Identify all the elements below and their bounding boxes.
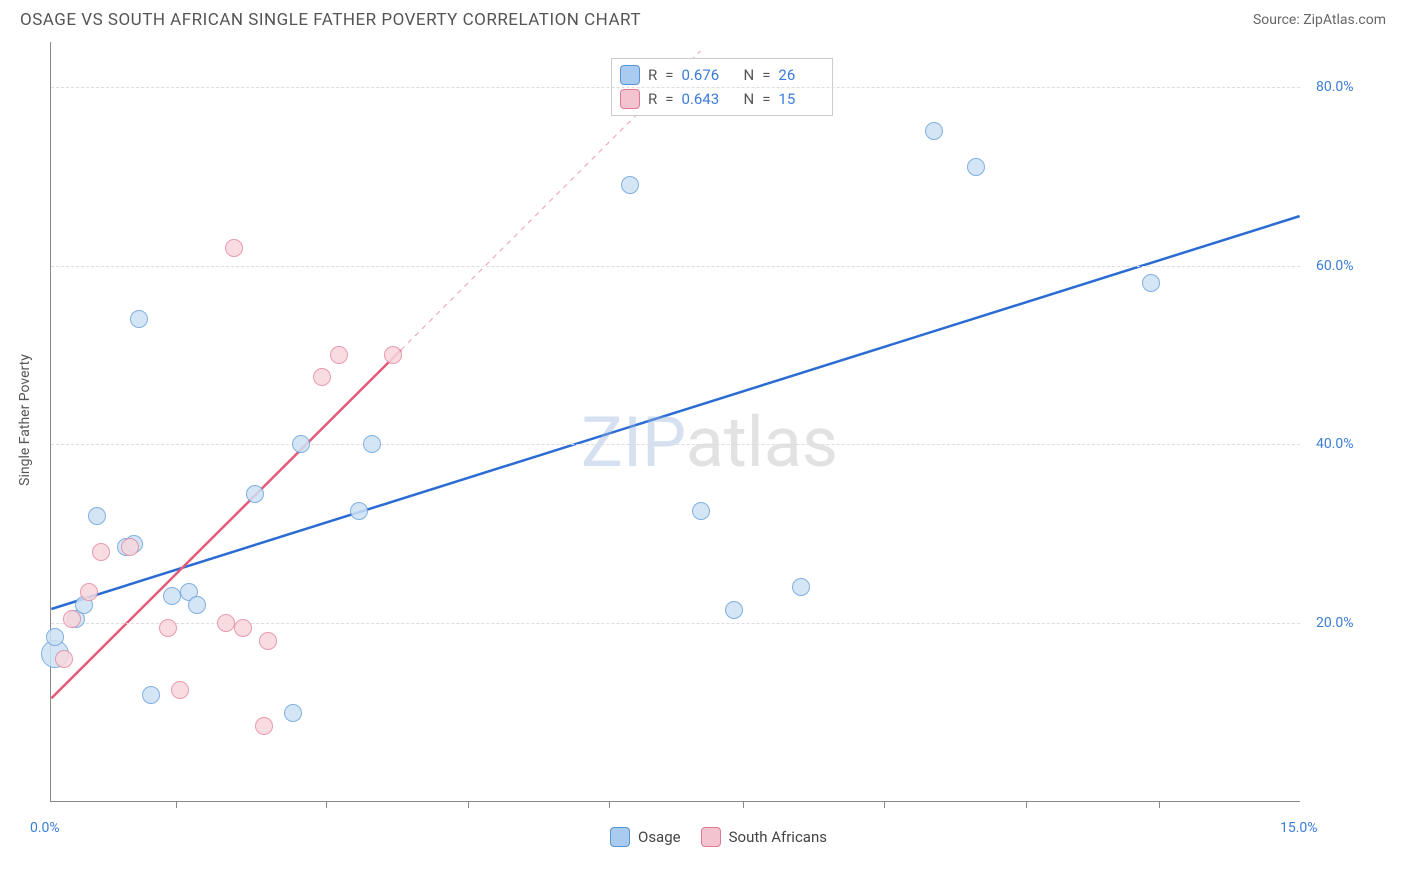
- legend-label: Osage: [638, 828, 681, 846]
- data-point: [384, 346, 402, 364]
- chart-title: OSAGE VS SOUTH AFRICAN SINGLE FATHER POV…: [20, 10, 641, 30]
- equals-sign: =: [665, 66, 673, 84]
- x-tick: [743, 801, 744, 808]
- stat-r-label: R: [648, 66, 657, 84]
- x-tick: [884, 801, 885, 808]
- data-point: [171, 681, 189, 699]
- data-point: [92, 543, 110, 561]
- trendline: [51, 350, 401, 698]
- y-tick-label: 40.0%: [1316, 436, 1354, 452]
- data-point: [46, 628, 64, 646]
- scatter-plot: ZIPatlas R=0.676N=26R=0.643N=15 20.0%40.…: [50, 42, 1300, 802]
- data-point: [621, 176, 639, 194]
- chart-header: OSAGE VS SOUTH AFRICAN SINGLE FATHER POV…: [0, 0, 1406, 30]
- equals-sign: =: [762, 66, 770, 84]
- stat-n-value: 15: [778, 90, 824, 108]
- data-point: [792, 578, 810, 596]
- data-point: [246, 485, 264, 503]
- equals-sign: =: [762, 90, 770, 108]
- stat-r-label: R: [648, 90, 657, 108]
- data-point: [188, 596, 206, 614]
- stat-n-label: N: [743, 90, 754, 108]
- x-tick: [609, 801, 610, 808]
- watermark-zip: ZIP: [581, 402, 686, 484]
- stat-r-value: 0.643: [681, 90, 727, 108]
- data-point: [284, 704, 302, 722]
- source-label: Source:: [1253, 12, 1303, 28]
- trendlines-svg: [51, 42, 1300, 801]
- series-swatch: [620, 65, 640, 85]
- legend-label: South Africans: [729, 828, 827, 846]
- data-point: [313, 368, 331, 386]
- data-point: [80, 583, 98, 601]
- data-point: [725, 601, 743, 619]
- x-tick: [1026, 801, 1027, 808]
- x-tick: [468, 801, 469, 808]
- data-point: [163, 587, 181, 605]
- equals-sign: =: [665, 90, 673, 108]
- x-tick: [1159, 801, 1160, 808]
- stats-row: R = 0.643 N = 15: [620, 87, 824, 111]
- data-point: [225, 239, 243, 257]
- watermark-atlas: atlas: [686, 402, 838, 484]
- x-tick: [176, 801, 177, 808]
- gridline-h: [51, 87, 1300, 88]
- series-swatch: [620, 89, 640, 109]
- watermark: ZIPatlas: [581, 402, 838, 484]
- source-name: ZipAtlas.com: [1303, 12, 1386, 28]
- data-point: [142, 686, 160, 704]
- y-tick-label: 20.0%: [1316, 615, 1354, 631]
- data-point: [330, 346, 348, 364]
- series-swatch: [701, 827, 721, 847]
- data-point: [234, 619, 252, 637]
- data-point: [363, 435, 381, 453]
- x-axis-origin-label: 0.0%: [30, 820, 60, 836]
- y-tick-label: 60.0%: [1316, 258, 1354, 274]
- x-tick: [326, 801, 327, 808]
- y-axis-label: Single Father Poverty: [17, 354, 33, 486]
- data-point: [217, 614, 235, 632]
- chart-source: Source: ZipAtlas.com: [1253, 12, 1386, 28]
- data-point: [130, 310, 148, 328]
- data-point: [925, 122, 943, 140]
- data-point: [159, 619, 177, 637]
- gridline-h: [51, 266, 1300, 267]
- gridline-h: [51, 444, 1300, 445]
- stat-n-value: 26: [778, 66, 824, 84]
- x-axis-max-label: 15.0%: [1280, 820, 1318, 836]
- stats-row: R = 0.676 N = 26: [620, 63, 824, 87]
- data-point: [255, 717, 273, 735]
- data-point: [692, 502, 710, 520]
- stat-n-label: N: [743, 66, 754, 84]
- data-point: [967, 158, 985, 176]
- trendline: [51, 216, 1299, 609]
- data-point: [55, 650, 73, 668]
- y-tick-label: 80.0%: [1316, 79, 1354, 95]
- data-point: [1142, 274, 1160, 292]
- data-point: [88, 507, 106, 525]
- stat-r-value: 0.676: [681, 66, 727, 84]
- data-point: [259, 632, 277, 650]
- data-point: [63, 610, 81, 628]
- series-legend: Osage South Africans: [610, 827, 827, 847]
- data-point: [121, 538, 139, 556]
- data-point: [350, 502, 368, 520]
- legend-item: South Africans: [701, 827, 827, 847]
- series-swatch: [610, 827, 630, 847]
- legend-item: Osage: [610, 827, 681, 847]
- data-point: [292, 435, 310, 453]
